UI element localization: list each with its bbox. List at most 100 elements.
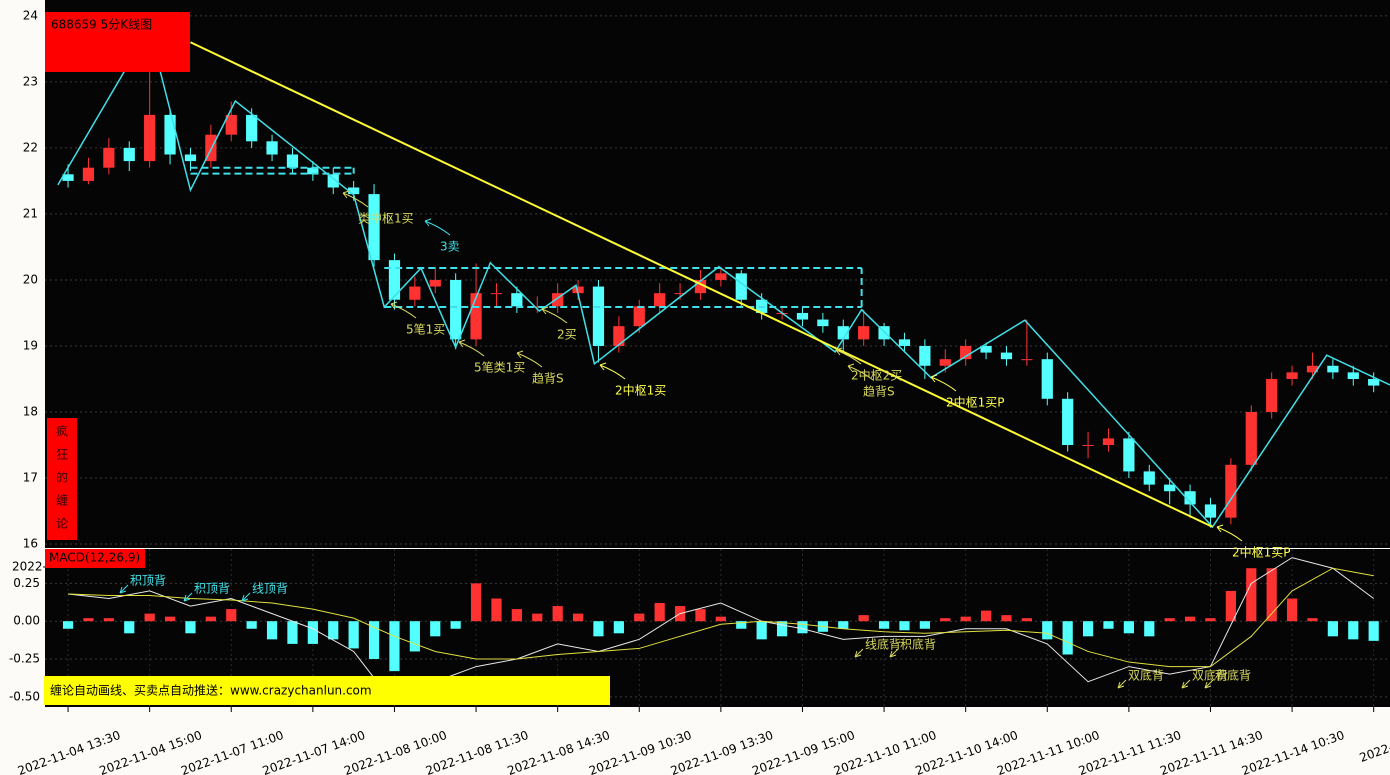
y-tick-label: 20 bbox=[23, 272, 38, 286]
annotation-arrow bbox=[930, 374, 957, 392]
side-label: 狂 bbox=[56, 448, 68, 462]
stroke-line bbox=[57, 69, 1390, 529]
macd-annotation: 双底背 bbox=[1192, 668, 1228, 683]
macd-bar bbox=[185, 621, 196, 634]
macd-bar bbox=[62, 621, 74, 629]
macd-bar bbox=[511, 609, 522, 622]
candle-body bbox=[246, 114, 258, 142]
annotation-arrow bbox=[599, 362, 626, 380]
candle-body bbox=[837, 326, 849, 340]
annotation-arrow bbox=[1216, 524, 1243, 542]
dea-line bbox=[68, 567, 1374, 668]
macd-bar bbox=[1368, 621, 1379, 641]
candle-body bbox=[307, 167, 319, 175]
candle-body bbox=[1347, 372, 1359, 379]
macd-label-box bbox=[45, 549, 145, 568]
candle-body bbox=[164, 114, 176, 155]
candle-body bbox=[225, 114, 237, 135]
macd-bar bbox=[1021, 618, 1032, 622]
annotation-arrow bbox=[516, 350, 543, 368]
annotation-arrow bbox=[1181, 679, 1191, 689]
macd-annotation: 积底背 bbox=[1215, 668, 1251, 683]
macd-bar bbox=[1348, 621, 1359, 640]
candle-body bbox=[1245, 411, 1257, 465]
candle-body bbox=[327, 174, 339, 188]
candle-body bbox=[613, 326, 625, 346]
macd-bar bbox=[1062, 621, 1073, 655]
candle-body bbox=[205, 134, 217, 162]
macd-tick-label: 0.25 bbox=[13, 576, 40, 590]
candle-body bbox=[123, 147, 135, 162]
candle-body bbox=[1327, 365, 1339, 373]
macd-bar bbox=[532, 613, 543, 622]
macd-bar bbox=[1205, 618, 1216, 622]
annotation: 5笔类1买 bbox=[474, 360, 525, 375]
macd-bar bbox=[940, 618, 951, 622]
annotation: 趋背S bbox=[863, 385, 895, 399]
candle-body bbox=[1225, 464, 1237, 518]
macd-bar bbox=[919, 621, 930, 629]
annotation: 2中枢1买P bbox=[1232, 545, 1291, 560]
candle-body bbox=[184, 154, 197, 162]
macd-bar bbox=[328, 621, 339, 640]
candle-body bbox=[62, 174, 74, 181]
y-tick-label: 23 bbox=[23, 74, 38, 88]
candle-body bbox=[511, 293, 523, 307]
candle-body bbox=[858, 326, 870, 340]
macd-bar bbox=[266, 621, 278, 640]
macd-bar bbox=[470, 583, 482, 622]
dif-line bbox=[67, 557, 1374, 706]
macd-bar bbox=[1327, 621, 1338, 637]
trend-line bbox=[190, 41, 1213, 528]
candle-body bbox=[103, 147, 115, 168]
annotation: 类中枢1买 bbox=[358, 211, 414, 226]
macd-annotation: 积顶背 bbox=[130, 574, 166, 588]
annotation-arrow bbox=[119, 584, 129, 594]
candle-body bbox=[1062, 398, 1074, 446]
candle-body bbox=[1123, 438, 1135, 472]
macd-annotation: 线顶背 bbox=[252, 582, 288, 596]
y-tick-label: 24 bbox=[23, 8, 38, 22]
annotation-arrow bbox=[342, 190, 369, 208]
macd-bar bbox=[164, 616, 176, 622]
annotation-arrow bbox=[835, 347, 862, 365]
candle-body bbox=[817, 319, 829, 327]
candle-body bbox=[1184, 491, 1196, 505]
macd-bar bbox=[348, 621, 359, 649]
banner: 缠论自动画线、买卖点自动推送：www.crazychanlun.com bbox=[50, 683, 372, 698]
candle-body bbox=[939, 359, 951, 366]
candle-body bbox=[388, 260, 401, 300]
macd-label: MACD(12,26,9) bbox=[49, 551, 140, 565]
annotation-arrow bbox=[541, 306, 568, 324]
candle-body bbox=[694, 279, 707, 294]
macd-bar bbox=[409, 621, 420, 652]
macd-bar bbox=[899, 621, 910, 631]
annotation: 2中枢1买P bbox=[946, 395, 1005, 410]
annotation: 3卖 bbox=[440, 240, 460, 254]
candle-body bbox=[1204, 504, 1217, 518]
candle-body bbox=[348, 187, 360, 195]
macd-bar bbox=[307, 621, 318, 644]
candle-body bbox=[1306, 365, 1319, 373]
macd-bar bbox=[776, 621, 788, 637]
candle-body bbox=[980, 345, 992, 353]
macd-bar bbox=[1286, 598, 1298, 622]
banner-box bbox=[44, 676, 610, 705]
macd-bar bbox=[797, 621, 808, 634]
candle-body bbox=[490, 293, 503, 295]
macd-bar bbox=[858, 615, 869, 622]
candle-body bbox=[674, 293, 686, 295]
annotation-arrow bbox=[847, 363, 874, 381]
macd-bar bbox=[1225, 590, 1236, 622]
macd-bar bbox=[654, 603, 665, 622]
annotation: 趋背S bbox=[532, 372, 564, 386]
side-label: 的 bbox=[56, 470, 68, 485]
macd-bar bbox=[552, 606, 563, 622]
candle-body bbox=[1164, 484, 1176, 492]
chart-title: 688659 5分K线图 bbox=[51, 18, 152, 32]
macd-annotation: 积顶背 bbox=[194, 582, 230, 596]
macd-bar bbox=[960, 616, 971, 622]
macd-bar bbox=[368, 621, 380, 660]
